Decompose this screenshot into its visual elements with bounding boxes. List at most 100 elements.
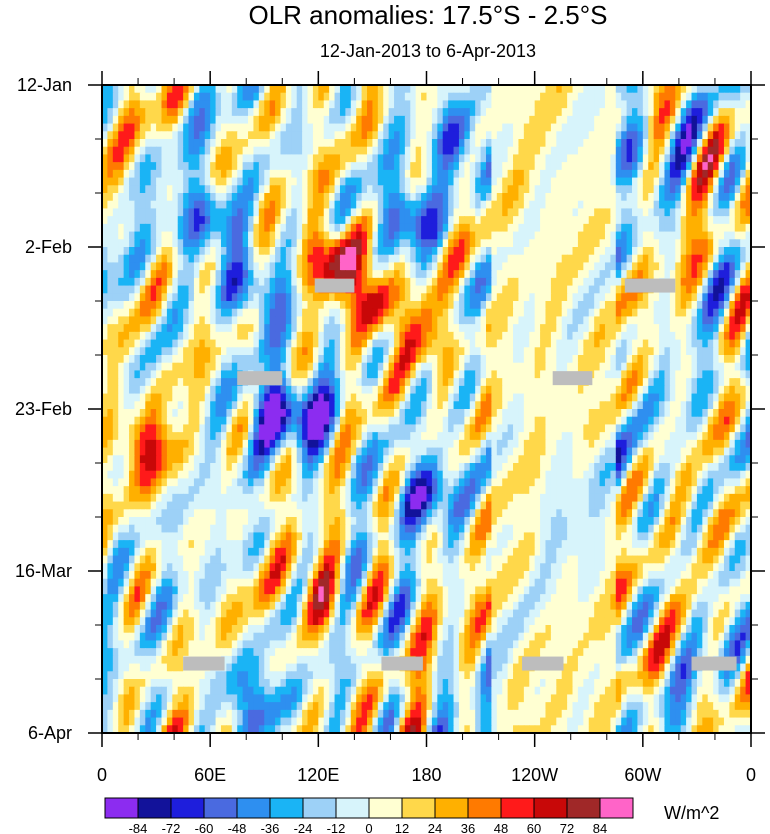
field-cell [307, 200, 314, 210]
field-cell [361, 139, 368, 148]
field-cell [367, 277, 374, 287]
field-cell [107, 162, 114, 171]
field-cell [637, 139, 644, 148]
field-cell [729, 223, 736, 233]
field-cell [464, 355, 471, 364]
field-cell [156, 301, 163, 310]
field-cell [491, 401, 498, 410]
field-cell [291, 362, 298, 372]
field-cell [523, 316, 530, 325]
field-cell [210, 146, 217, 156]
field-cell [226, 331, 233, 341]
field-cell [696, 370, 703, 379]
field-cell [242, 193, 249, 202]
field-cell [145, 231, 152, 240]
field-cell [215, 339, 222, 348]
field-cell [507, 123, 514, 132]
field-cell [177, 362, 184, 372]
field-cell [691, 100, 698, 109]
field-cell [680, 293, 687, 302]
field-cell [594, 347, 601, 356]
field-cell [188, 177, 195, 186]
field-cell [307, 401, 314, 410]
field-cell [307, 270, 314, 279]
field-cell [718, 247, 725, 256]
field-cell [377, 216, 384, 225]
field-cell [664, 301, 671, 310]
field-cell [258, 393, 265, 402]
field-cell [166, 308, 173, 318]
field-cell [653, 185, 660, 194]
field-cell [285, 115, 292, 125]
field-cell [421, 92, 428, 102]
field-cell [231, 385, 238, 395]
field-cell [253, 123, 260, 132]
field-cell [632, 139, 639, 148]
field-cell [145, 339, 152, 348]
field-cell [513, 200, 520, 210]
field-cell [491, 92, 498, 102]
field-cell [123, 316, 130, 325]
field-cell [156, 362, 163, 372]
field-cell [134, 385, 141, 395]
field-cell [248, 262, 255, 271]
field-cell [269, 139, 276, 148]
field-cell [577, 262, 584, 271]
field-cell [632, 362, 639, 372]
field-cell [383, 92, 390, 102]
field-cell [442, 108, 449, 117]
field-cell [323, 115, 330, 125]
field-cell [258, 285, 265, 294]
field-cell [615, 123, 622, 132]
field-cell [621, 378, 628, 387]
field-cell [686, 216, 693, 225]
field-cell [112, 362, 119, 372]
field-cell [350, 347, 357, 356]
field-cell [659, 115, 666, 125]
field-cell [545, 239, 552, 248]
field-cell [350, 324, 357, 333]
field-cell [621, 347, 628, 356]
field-cell [339, 216, 346, 225]
field-cell [442, 324, 449, 333]
field-cell [502, 108, 509, 117]
field-cell [139, 247, 146, 256]
field-cell [410, 254, 417, 264]
field-cell [204, 100, 211, 109]
field-cell [237, 223, 244, 233]
field-cell [615, 216, 622, 225]
field-cell [188, 378, 195, 387]
field-cell [345, 200, 352, 210]
field-cell [491, 108, 498, 117]
field-cell [107, 347, 114, 356]
field-cell [323, 223, 330, 233]
field-cell [502, 231, 509, 240]
field-cell [285, 331, 292, 341]
field-cell [718, 293, 725, 302]
field-cell [339, 355, 346, 364]
field-cell [421, 262, 428, 271]
field-cell [404, 247, 411, 256]
field-cell [291, 293, 298, 302]
field-cell [469, 370, 476, 379]
field-cell [156, 285, 163, 294]
field-cell [129, 208, 136, 217]
field-cell [659, 339, 666, 348]
field-cell [502, 177, 509, 186]
field-cell [318, 378, 325, 387]
field-cell [485, 331, 492, 341]
field-cell [150, 92, 157, 102]
field-cell [156, 339, 163, 348]
field-cell [442, 85, 449, 94]
field-cell [394, 401, 401, 410]
field-cell [329, 378, 336, 387]
field-cell [745, 216, 752, 225]
field-cell [296, 385, 303, 395]
field-cell [502, 270, 509, 279]
field-cell [529, 324, 536, 333]
field-cell [464, 231, 471, 240]
field-cell [664, 316, 671, 325]
field-cell [485, 123, 492, 132]
field-cell [556, 185, 563, 194]
field-cell [567, 331, 574, 341]
